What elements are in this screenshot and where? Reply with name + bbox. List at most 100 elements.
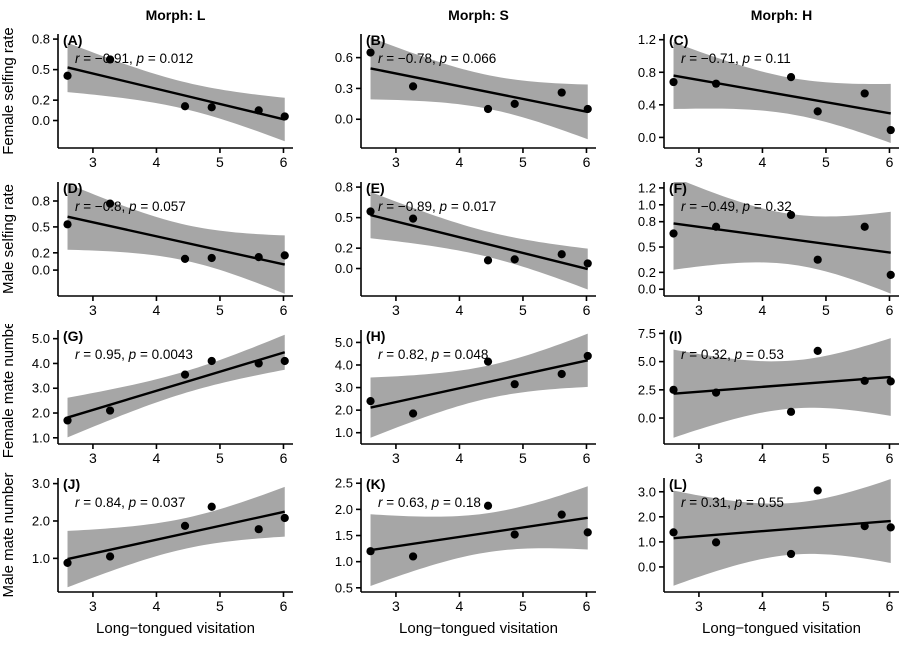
panel-chart-E: 0.0 0.2 0.5 0.8 3 4 5 6 (E) r = −0.89, p = 0.017 (335, 180, 596, 318)
y-tick-label: 0.6 (335, 50, 353, 65)
x-tick-label: 4 (759, 302, 767, 318)
panel-letter: (K) (366, 476, 385, 492)
confidence-band (370, 191, 588, 290)
x-tick-label: 6 (583, 450, 591, 466)
data-point (510, 530, 519, 539)
data-point (105, 199, 115, 208)
y-tick-label: 0.5 (32, 219, 50, 234)
data-point (180, 370, 190, 379)
y-axis-title: Female mate number (0, 324, 17, 458)
data-point (63, 71, 72, 80)
y-tick-label: 0.2 (638, 265, 656, 280)
data-point (63, 416, 72, 425)
y-tick-label: 5.0 (335, 335, 353, 350)
data-point (180, 521, 190, 530)
data-point (669, 229, 678, 238)
x-tick-label: 5 (216, 302, 224, 318)
x-tick-label: 5 (216, 598, 224, 614)
stats-annotation: r = 0.32, p = 0.53 (681, 347, 784, 362)
y-tick-label: 1.2 (638, 32, 656, 47)
data-point (886, 523, 895, 532)
data-point (63, 220, 72, 229)
panel-D: 0.0 0.2 0.5 0.8 3 4 5 6 (D) r = −0.8, p = 0.057 Ma… (0, 176, 303, 324)
data-point (483, 256, 493, 265)
data-point (254, 359, 263, 368)
y-tick-label: 0.5 (335, 580, 353, 595)
panel-chart-L: 0.0 1.0 2.0 3.0 3 4 5 6 (L) r = 0.31, p = 0.55 (638, 476, 899, 614)
regression-line (67, 215, 286, 266)
data-point (711, 222, 721, 231)
y-tick-label: 0.2 (335, 241, 353, 256)
x-tick-label: 5 (822, 450, 830, 466)
y-tick-label: 0.0 (335, 112, 353, 127)
y-axis-title: Male selfing rate (0, 184, 17, 294)
y-tick-label: 0.0 (638, 282, 656, 297)
panel-chart-H: 1.0 2.0 3.0 4.0 5.0 3 4 5 6 (H) r = 0.82, p = 0.04… (335, 328, 596, 466)
regression-line (370, 359, 588, 409)
x-tick-label: 6 (886, 302, 894, 318)
y-tick-label: 1.2 (638, 180, 656, 195)
x-axis-title-col-3: Long−tongued visitation (702, 620, 861, 637)
y-tick-label: 0.0 (638, 411, 656, 426)
panel-letter: (B) (366, 32, 385, 48)
confidence-band (673, 479, 891, 586)
y-tick-label: 1.0 (32, 551, 50, 566)
x-tick-label: 5 (216, 154, 224, 170)
x-tick-label: 4 (456, 302, 464, 318)
x-tick-label: 3 (695, 154, 703, 170)
panel-J: 1.0 2.0 3.0 3 4 5 6 (J) r = 0.84, p = 0.037 Male … (0, 472, 303, 620)
stats-annotation: r = 0.84, p = 0.037 (75, 495, 185, 510)
panel-letter: (D) (63, 180, 82, 196)
x-tick-label: 3 (392, 598, 400, 614)
y-tick-label: 2.0 (638, 509, 656, 524)
data-point (254, 253, 263, 262)
data-point (408, 552, 418, 561)
data-point (105, 552, 115, 561)
data-point (711, 388, 721, 397)
regression-line (370, 213, 589, 271)
data-point (860, 89, 869, 98)
x-tick-label: 5 (822, 598, 830, 614)
data-point (886, 125, 895, 135)
data-point (207, 253, 216, 263)
y-tick-label: 0.3 (335, 81, 353, 96)
confidence-band (370, 486, 588, 586)
data-point (510, 99, 519, 108)
panel-L: 0.0 1.0 2.0 3.0 3 4 5 6 (L) r = 0.31, p = 0.55 (606, 472, 909, 620)
confidence-band (370, 37, 588, 140)
y-tick-label: 0.4 (638, 97, 656, 112)
x-tick-label: 4 (456, 450, 464, 466)
data-point (105, 406, 115, 415)
x-tick-label: 3 (392, 450, 400, 466)
confidence-band (673, 182, 891, 294)
y-tick-label: 0.8 (32, 194, 50, 209)
stats-annotation: r = −0.91, p = 0.012 (75, 51, 193, 66)
x-tick-label: 6 (280, 450, 288, 466)
data-point (557, 250, 566, 259)
y-tick-label: 1.0 (32, 430, 50, 445)
x-tick-label: 3 (89, 154, 97, 170)
x-tick-label: 5 (519, 154, 527, 170)
data-point (669, 528, 678, 537)
x-tick-label: 4 (456, 154, 464, 170)
y-tick-label: 1.0 (638, 534, 656, 549)
panel-letter: (L) (669, 476, 687, 492)
regression-line (370, 516, 588, 552)
data-point (786, 73, 796, 82)
y-tick-label: 2.5 (335, 476, 353, 491)
y-tick-label: 0.0 (32, 113, 50, 128)
y-tick-label: 2.0 (32, 406, 50, 421)
regression-line (67, 66, 286, 121)
y-tick-label: 3.0 (638, 484, 656, 499)
stats-annotation: r = −0.71, p = 0.11 (681, 51, 791, 66)
data-point (510, 255, 519, 264)
y-tick-label: 3.0 (32, 381, 50, 396)
stats-annotation: r = −0.78, p = 0.066 (378, 51, 496, 66)
x-tick-label: 4 (153, 598, 161, 614)
data-point (557, 510, 566, 519)
data-point (813, 346, 822, 355)
y-tick-label: 0.0 (638, 130, 656, 145)
regression-line (673, 222, 891, 254)
panel-G: 1.0 2.0 3.0 4.0 5.0 3 4 5 6 (G) r = 0.95, p = 0.00… (0, 324, 303, 472)
